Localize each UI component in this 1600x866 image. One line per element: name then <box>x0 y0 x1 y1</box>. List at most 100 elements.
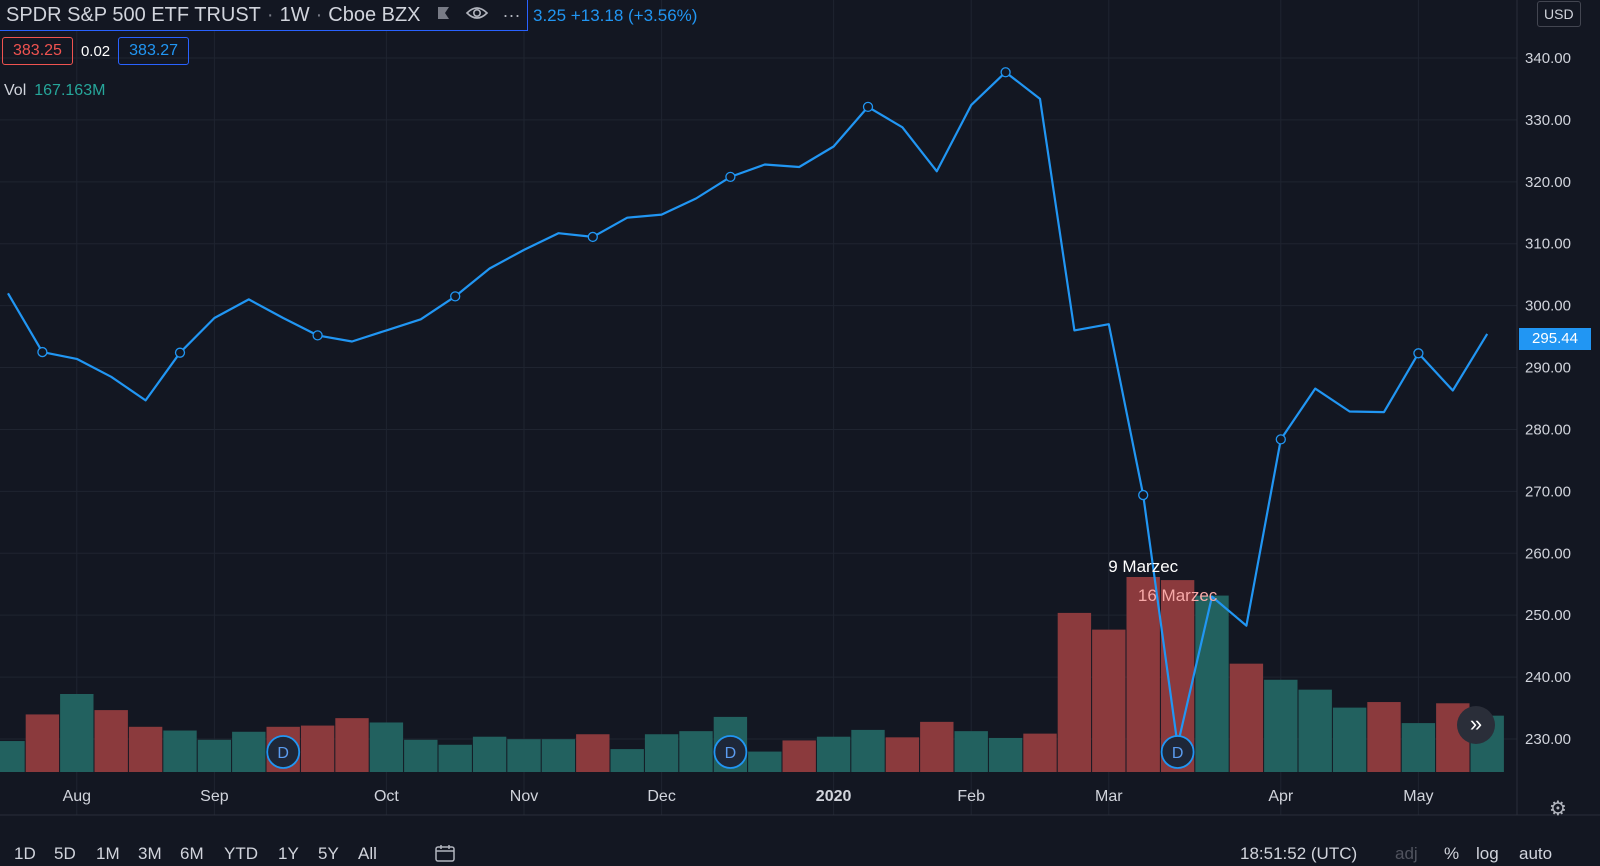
dividend-label: D <box>725 745 737 762</box>
dividend-circle <box>1160 735 1195 769</box>
price-axis[interactable]: 340.00 330.00 320.00 310.00 300.00 290.00 280.… <box>1525 50 1571 748</box>
volume-bar <box>438 744 472 772</box>
y-tick-label: 320.00 <box>1525 174 1571 191</box>
currency-badge[interactable]: USD <box>1537 1 1581 27</box>
volume-bar <box>816 736 851 772</box>
log-toggle[interactable]: log <box>1476 844 1499 863</box>
x-tick-label: Aug <box>63 788 91 805</box>
volume-bar <box>782 740 816 772</box>
volume-bar <box>1401 723 1436 772</box>
ask-price[interactable]: 383.27 <box>118 37 190 65</box>
x-tick-label: Feb <box>957 788 985 805</box>
exchange-label: Cboe BZX <box>328 3 421 26</box>
volume-bar <box>335 718 369 772</box>
quote-row: 383.25 0.02 383.27 <box>2 37 190 65</box>
volume-bar <box>1126 577 1160 772</box>
volume-bar <box>404 739 438 772</box>
y-tick-label: 230.00 <box>1525 731 1571 748</box>
x-tick-label: Apr <box>1268 788 1294 805</box>
y-tick-label: 250.00 <box>1525 607 1571 624</box>
timeframe-ytd[interactable]: YTD <box>224 844 258 863</box>
volume-bar <box>232 731 266 772</box>
flag-icon[interactable] <box>435 5 451 26</box>
volume-bar <box>0 741 25 772</box>
date-range-icon[interactable] <box>434 843 456 863</box>
line-marker <box>862 101 874 113</box>
gear-icon[interactable]: ⚙ <box>1549 798 1567 820</box>
volume-bar <box>472 736 507 772</box>
volume-bar <box>300 725 335 772</box>
eye-icon[interactable] <box>465 5 489 26</box>
volume-bar <box>885 737 920 772</box>
timeframe-1d[interactable]: 1D <box>14 844 36 863</box>
price-line-layer <box>7 71 1489 747</box>
volume-bar <box>988 737 1023 772</box>
dividend-circle <box>266 735 301 769</box>
volume-bar <box>1367 702 1401 772</box>
volume-bar <box>369 722 404 772</box>
bid-price[interactable]: 383.25 <box>2 37 73 65</box>
price-line <box>7 71 1489 747</box>
line-marker <box>312 330 323 341</box>
volume-bar <box>197 739 232 772</box>
line-markers <box>37 67 1424 751</box>
utc-clock[interactable]: 18:51:52 (UTC) <box>1240 844 1358 863</box>
y-tick-label: 330.00 <box>1525 112 1571 129</box>
line-marker <box>1138 489 1149 501</box>
timeframe-all[interactable]: All <box>358 844 377 863</box>
volume-legend[interactable]: Vol 167.163M <box>4 82 105 100</box>
week-annotations: 9 Marzec 16 Marzec <box>1108 557 1218 605</box>
line-marker <box>1000 67 1011 78</box>
scroll-to-realtime-button[interactable]: » <box>1457 706 1495 744</box>
timeframe-5y[interactable]: 5Y <box>318 844 339 863</box>
timeframe-3m[interactable]: 3M <box>138 844 162 863</box>
volume-bar <box>94 710 128 772</box>
adjust-toggle[interactable]: adj <box>1395 844 1418 863</box>
y-tick-label: 340.00 <box>1525 50 1571 67</box>
volume-bar <box>1264 679 1298 772</box>
volume-bar <box>1229 663 1264 772</box>
line-marker <box>174 347 186 358</box>
line-marker <box>450 291 461 302</box>
last-price-label: 295.44 <box>1519 328 1591 350</box>
dividend-marker[interactable]: D <box>266 735 301 769</box>
volume-bar <box>1298 689 1332 772</box>
symbol-name: SPDR S&P 500 ETF TRUST <box>6 3 261 26</box>
x-tick-label: Oct <box>374 788 399 805</box>
timeframe-5d[interactable]: 5D <box>54 844 76 863</box>
volume-bar <box>507 739 541 772</box>
percent-toggle[interactable]: % <box>1444 844 1460 863</box>
y-tick-label: 270.00 <box>1525 483 1571 500</box>
time-axis[interactable]: Aug Sep Oct Nov Dec 2020 Feb Mar Apr May <box>63 788 1434 805</box>
dividend-marker[interactable]: D <box>1160 735 1195 769</box>
volume-bar <box>1057 612 1092 772</box>
x-tick-label: Mar <box>1095 788 1123 805</box>
line-marker <box>37 346 48 358</box>
y-tick-label: 280.00 <box>1525 421 1571 438</box>
x-tick-label: Nov <box>510 788 538 805</box>
volume-label: Vol <box>4 82 27 99</box>
auto-toggle[interactable]: auto <box>1519 844 1553 863</box>
timeframe-6m[interactable]: 6M <box>180 844 204 863</box>
dividend-circle <box>713 735 748 769</box>
dividend-marker[interactable]: D <box>713 735 748 769</box>
price-change: 3.25 +13.18 (+3.56%) <box>533 6 698 25</box>
line-marker <box>1413 348 1424 359</box>
dividend-label: D <box>1172 745 1184 762</box>
volume-bar <box>610 749 644 772</box>
week-annotation: 9 Marzec <box>1108 557 1178 576</box>
symbol-legend[interactable]: SPDR S&P 500 ETF TRUST · 1W · Cboe BZX ·… <box>0 0 528 31</box>
more-options-icon[interactable]: ··· <box>502 4 521 25</box>
volume-bar <box>1332 707 1367 772</box>
timeframe-1y[interactable]: 1Y <box>278 844 299 863</box>
volume-bar <box>748 751 782 772</box>
x-tick-label: May <box>1403 788 1433 805</box>
volume-bar <box>1195 595 1229 772</box>
volume-bar <box>920 721 954 772</box>
timeframe-1m[interactable]: 1M <box>96 844 120 863</box>
volume-value: 167.163M <box>34 82 106 99</box>
y-tick-label: 300.00 <box>1525 298 1571 315</box>
volume-bar <box>25 714 60 772</box>
